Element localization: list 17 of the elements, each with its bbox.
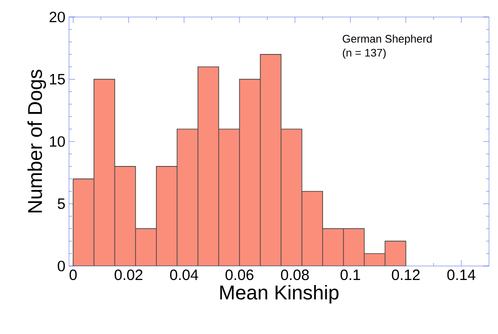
y-tick-label: 15 bbox=[50, 74, 65, 84]
y-tick-label: 20 bbox=[50, 12, 65, 22]
x-axis-title: Mean Kinship bbox=[220, 284, 338, 304]
x-tick-label: 0.1 bbox=[340, 270, 360, 280]
x-tick-label: 0 bbox=[70, 270, 77, 280]
x-tick-label: 0.06 bbox=[226, 270, 254, 280]
x-tick-label: 0.14 bbox=[447, 270, 476, 280]
y-tick-label: 10 bbox=[50, 136, 65, 147]
x-tick-label: 0.02 bbox=[114, 270, 142, 280]
y-tick-label: 0 bbox=[58, 260, 65, 272]
x-tick-label: 0.08 bbox=[280, 270, 309, 280]
x-tick-label: 0.12 bbox=[392, 270, 420, 280]
x-tick-label: 0.04 bbox=[170, 270, 198, 280]
annotation: German Shepherd bbox=[342, 34, 432, 45]
y-tick-label: 5 bbox=[58, 198, 65, 209]
y-axis-title: Number of Dogs bbox=[27, 70, 46, 212]
annotation: (n = 137) bbox=[342, 48, 386, 59]
